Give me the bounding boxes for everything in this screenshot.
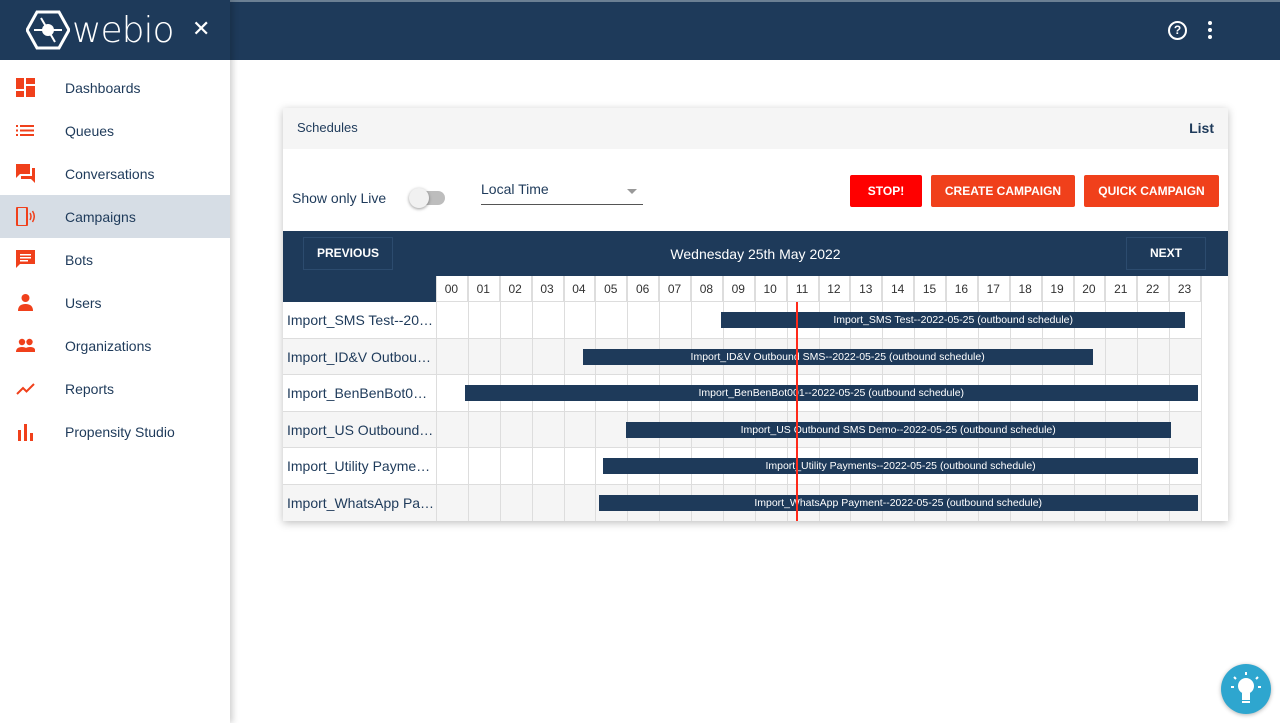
trending-icon bbox=[16, 379, 35, 398]
sidebar-item-reports[interactable]: Reports bbox=[0, 367, 230, 410]
create-campaign-button[interactable]: CREATE CAMPAIGN bbox=[931, 175, 1075, 207]
sidebar-item-label: Propensity Studio bbox=[65, 423, 175, 440]
current-date: Wednesday 25th May 2022 bbox=[670, 246, 841, 262]
schedule-row-label[interactable]: Import_BenBenBot0… bbox=[283, 375, 436, 412]
brand-name: webio bbox=[72, 9, 174, 51]
hour-header: 02 bbox=[499, 276, 532, 302]
hour-header: 18 bbox=[1009, 276, 1042, 302]
person-icon bbox=[16, 293, 35, 312]
assistant-fab[interactable] bbox=[1221, 664, 1271, 714]
sidebar-item-label: Queues bbox=[65, 122, 115, 139]
sidebar-item-label: Conversations bbox=[65, 165, 155, 182]
next-button[interactable]: NEXT bbox=[1126, 237, 1206, 270]
help-circle-icon[interactable]: ? bbox=[1168, 21, 1187, 40]
schedule-bar[interactable]: Import_BenBenBot001--2022-05-25 (outboun… bbox=[464, 385, 1198, 402]
hour-header: 00 bbox=[436, 276, 468, 302]
grid-corner bbox=[283, 276, 436, 302]
hour-header: 14 bbox=[882, 276, 915, 302]
show-live-toggle[interactable] bbox=[409, 188, 445, 208]
hour-header: 17 bbox=[977, 276, 1010, 302]
sidebar-nav: Dashboards Queues Conversations Campaigns Bo… bbox=[0, 66, 230, 453]
hour-header: 15 bbox=[914, 276, 946, 302]
hour-header: 04 bbox=[563, 276, 596, 302]
card-header: Schedules List bbox=[283, 108, 1228, 149]
more-vert-icon[interactable] bbox=[1202, 21, 1218, 41]
quick-campaign-button[interactable]: QUICK CAMPAIGN bbox=[1084, 175, 1219, 207]
list-icon bbox=[16, 121, 35, 140]
dashboard-icon bbox=[16, 78, 35, 97]
hour-header: 10 bbox=[754, 276, 787, 302]
chevron-down-icon bbox=[627, 189, 637, 194]
sidebar-item-label: Users bbox=[65, 294, 102, 311]
hour-header: 16 bbox=[946, 276, 978, 302]
schedule-row-label[interactable]: Import_WhatsApp Pa… bbox=[283, 484, 436, 521]
timeline: 00 01 02 03 04 05 06 07 08 09 10 11 12 13 14 15 16 17 18 19… bbox=[436, 276, 1202, 521]
hour-header: 20 bbox=[1073, 276, 1106, 302]
schedule-row-label[interactable]: Import_US Outbound… bbox=[283, 411, 436, 449]
chat-icon bbox=[16, 164, 35, 183]
schedule-row-label[interactable]: Import_Utility Payme… bbox=[283, 448, 436, 485]
hour-header: 05 bbox=[595, 276, 628, 302]
sidebar-item-conversations[interactable]: Conversations bbox=[0, 152, 230, 195]
sidebar: webio ✕ Dashboards Queues Conversations Cam… bbox=[0, 0, 230, 723]
message-icon bbox=[16, 250, 35, 269]
schedule-grid: Import_SMS Test--20… Import_ID&V Outbou… I… bbox=[283, 276, 1228, 521]
schedule-bar[interactable]: Import_Utility Payments--2022-05-25 (out… bbox=[603, 458, 1198, 475]
stop-button[interactable]: STOP! bbox=[850, 175, 922, 207]
logo: webio bbox=[26, 9, 174, 51]
schedule-bar[interactable]: Import_ID&V Outbound SMS--2022-05-25 (ou… bbox=[582, 348, 1093, 365]
hour-header: 12 bbox=[818, 276, 851, 302]
webio-hexagon-icon bbox=[26, 10, 70, 50]
sidebar-item-bots[interactable]: Bots bbox=[0, 238, 230, 281]
hour-header: 01 bbox=[467, 276, 500, 302]
schedule-bar[interactable]: Import_SMS Test--2022-05-25 (outbound sc… bbox=[721, 312, 1186, 328]
lightbulb-icon bbox=[1231, 672, 1261, 703]
schedules-card: Schedules List Show only Live Local Time… bbox=[283, 108, 1228, 521]
controls-bar: Show only Live Local Time bbox=[283, 149, 1228, 231]
row-labels: Import_SMS Test--20… Import_ID&V Outbou… I… bbox=[283, 276, 436, 521]
card-title: Schedules bbox=[297, 120, 358, 135]
sidebar-header: webio ✕ bbox=[0, 0, 230, 60]
hour-header: 06 bbox=[627, 276, 660, 302]
hour-header: 09 bbox=[722, 276, 755, 302]
sidebar-item-label: Campaigns bbox=[65, 208, 136, 225]
list-view-toggle[interactable]: List bbox=[1189, 120, 1214, 136]
hour-header: 19 bbox=[1041, 276, 1074, 302]
people-icon bbox=[16, 336, 36, 355]
sidebar-item-users[interactable]: Users bbox=[0, 281, 230, 324]
hour-gridline bbox=[436, 276, 437, 521]
bar-chart-icon bbox=[16, 422, 35, 441]
sidebar-item-propensity-studio[interactable]: Propensity Studio bbox=[0, 410, 230, 453]
hour-header: 13 bbox=[850, 276, 883, 302]
hour-header: 22 bbox=[1137, 276, 1170, 302]
hour-header: 21 bbox=[1105, 276, 1138, 302]
hour-header: 23 bbox=[1169, 276, 1201, 302]
schedule-bar[interactable]: Import_US Outbound SMS Demo--2022-05-25 … bbox=[625, 421, 1171, 438]
hour-header: 03 bbox=[531, 276, 564, 302]
hour-header: 08 bbox=[691, 276, 723, 302]
hour-header: 07 bbox=[659, 276, 691, 302]
schedule-row-label[interactable]: Import_ID&V Outbou… bbox=[283, 338, 436, 376]
hour-header: 11 bbox=[786, 276, 819, 302]
hour-gridline bbox=[1201, 276, 1202, 521]
previous-button[interactable]: PREVIOUS bbox=[303, 237, 393, 270]
sidebar-item-label: Organizations bbox=[65, 337, 152, 354]
timezone-value: Local Time bbox=[481, 181, 549, 197]
schedule-row-label[interactable]: Import_SMS Test--20… bbox=[283, 302, 436, 339]
sidebar-item-label: Bots bbox=[65, 251, 94, 268]
close-icon[interactable]: ✕ bbox=[192, 16, 211, 41]
sidebar-item-label: Dashboards bbox=[65, 79, 141, 96]
show-live-label: Show only Live bbox=[292, 190, 387, 206]
sidebar-item-label: Reports bbox=[65, 380, 115, 397]
sidebar-item-organizations[interactable]: Organizations bbox=[0, 324, 230, 367]
sidebar-item-dashboards[interactable]: Dashboards bbox=[0, 66, 230, 109]
campaign-phone-icon bbox=[16, 206, 35, 227]
sidebar-item-campaigns[interactable]: Campaigns bbox=[0, 195, 230, 238]
timezone-select[interactable]: Local Time bbox=[481, 181, 643, 205]
date-navigation: PREVIOUS Wednesday 25th May 2022 NEXT bbox=[283, 231, 1228, 276]
sidebar-item-queues[interactable]: Queues bbox=[0, 109, 230, 152]
current-time-line bbox=[796, 302, 799, 521]
schedule-bar[interactable]: Import_WhatsApp Payment--2022-05-25 (out… bbox=[598, 495, 1198, 511]
